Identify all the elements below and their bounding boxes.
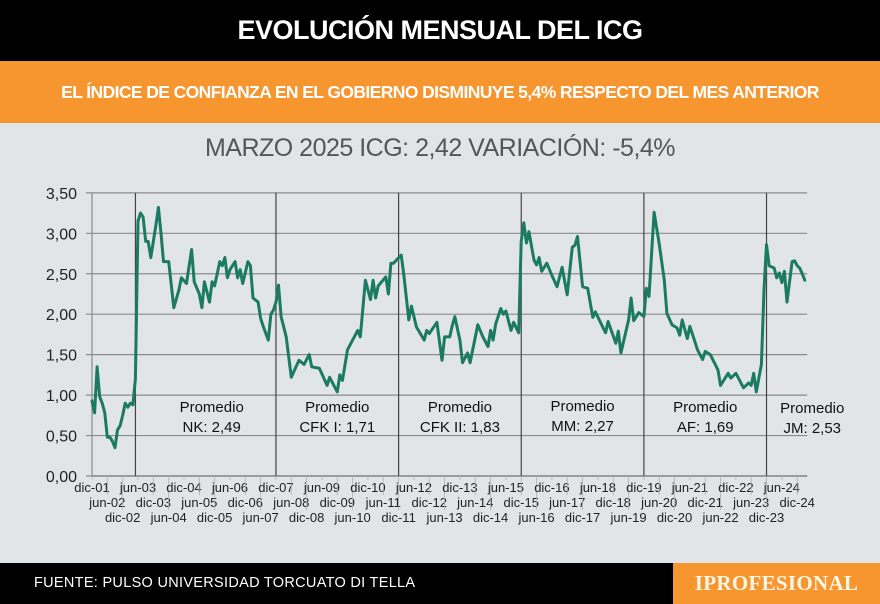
x-tick-label: dic-19 <box>626 480 661 495</box>
x-tick-label: dic-10 <box>350 480 385 495</box>
period-label: Promedio <box>305 399 369 416</box>
x-tick-label: dic-06 <box>228 495 263 510</box>
x-tick-label: jun-15 <box>487 480 524 495</box>
period-average: AF: 1,69 <box>677 419 734 436</box>
x-tick-label: dic-01 <box>74 480 109 495</box>
x-tick-label: jun-24 <box>763 480 800 495</box>
x-tick-label: jun-21 <box>671 480 708 495</box>
x-tick-label: jun-14 <box>456 495 493 510</box>
y-tick-label: 3,50 <box>46 186 77 203</box>
y-tick-label: 0,00 <box>46 469 77 486</box>
period-average: MM: 2,27 <box>551 418 614 435</box>
x-tick-label: jun-11 <box>365 495 401 510</box>
x-tick-label: jun-05 <box>180 495 217 510</box>
y-tick-label: 0,50 <box>46 429 77 446</box>
icg-line-chart: 0,000,501,001,502,002,503,003,50dic-01ju… <box>46 186 845 525</box>
x-tick-label: dic-18 <box>596 495 631 510</box>
x-tick-label: dic-08 <box>289 510 324 525</box>
x-tick-label: jun-12 <box>395 480 432 495</box>
period-average: CFK II: 1,83 <box>420 419 500 436</box>
x-tick-label: jun-22 <box>701 510 738 525</box>
period-label: Promedio <box>428 399 492 416</box>
x-tick-label: jun-09 <box>303 480 340 495</box>
x-tick-label: dic-16 <box>534 480 569 495</box>
x-tick-label: dic-03 <box>136 495 171 510</box>
period-label: Promedio <box>550 398 614 415</box>
x-tick-label: dic-04 <box>166 480 201 495</box>
x-tick-label: dic-21 <box>687 495 722 510</box>
headline-banner: EL ÍNDICE DE CONFIANZA EN EL GOBIERNO DI… <box>0 61 880 123</box>
x-tick-label: dic-17 <box>565 510 600 525</box>
x-tick-label: jun-04 <box>150 510 187 525</box>
source-text: FUENTE: PULSO UNIVERSIDAD TORCUATO DI TE… <box>34 575 416 591</box>
x-tick-label: jun-19 <box>609 510 646 525</box>
x-tick-label: jun-20 <box>640 495 677 510</box>
header-title: EVOLUCIÓN MENSUAL DEL ICG <box>0 0 880 61</box>
y-tick-label: 1,00 <box>46 388 77 405</box>
x-tick-label: jun-03 <box>119 480 156 495</box>
period-label: Promedio <box>673 399 737 416</box>
x-tick-label: dic-14 <box>473 510 508 525</box>
x-tick-label: jun-08 <box>272 495 309 510</box>
x-tick-label: dic-07 <box>258 480 293 495</box>
period-label: Promedio <box>780 400 844 417</box>
icg-series-line <box>90 205 807 450</box>
period-average: CFK I: 1,71 <box>299 419 375 436</box>
x-tick-label: jun-16 <box>517 510 554 525</box>
x-tick-label: dic-05 <box>197 510 232 525</box>
x-tick-label: dic-09 <box>320 495 355 510</box>
x-tick-label: dic-02 <box>105 510 140 525</box>
x-tick-label: jun-18 <box>579 480 616 495</box>
period-average: NK: 2,49 <box>183 419 241 436</box>
x-tick-label: jun-02 <box>88 495 125 510</box>
y-tick-label: 3,00 <box>46 226 77 243</box>
y-tick-label: 2,00 <box>46 307 77 324</box>
x-tick-label: jun-23 <box>732 495 769 510</box>
period-label: Promedio <box>180 399 244 416</box>
y-tick-label: 1,50 <box>46 348 77 365</box>
chart-title: MARZO 2025 ICG: 2,42 VARIACIÓN: -5,4% <box>204 134 676 162</box>
x-tick-label: jun-06 <box>211 480 248 495</box>
x-tick-label: dic-13 <box>442 480 477 495</box>
x-tick-label: dic-20 <box>657 510 692 525</box>
x-tick-label: jun-17 <box>548 495 585 510</box>
x-tick-label: dic-12 <box>412 495 447 510</box>
x-tick-label: jun-07 <box>242 510 279 525</box>
x-tick-label: jun-13 <box>426 510 463 525</box>
iprofesional-logo: IPROFESIONAL <box>673 563 880 604</box>
x-tick-label: dic-11 <box>381 510 415 525</box>
y-tick-label: 2,50 <box>46 267 77 284</box>
x-tick-label: dic-15 <box>504 495 539 510</box>
x-tick-label: jun-10 <box>334 510 371 525</box>
x-tick-label: dic-23 <box>749 510 784 525</box>
x-tick-label: dic-24 <box>779 495 814 510</box>
footer: FUENTE: PULSO UNIVERSIDAD TORCUATO DI TE… <box>0 563 880 604</box>
x-tick-label: dic-22 <box>718 480 753 495</box>
period-average: JM: 2,53 <box>783 420 841 437</box>
